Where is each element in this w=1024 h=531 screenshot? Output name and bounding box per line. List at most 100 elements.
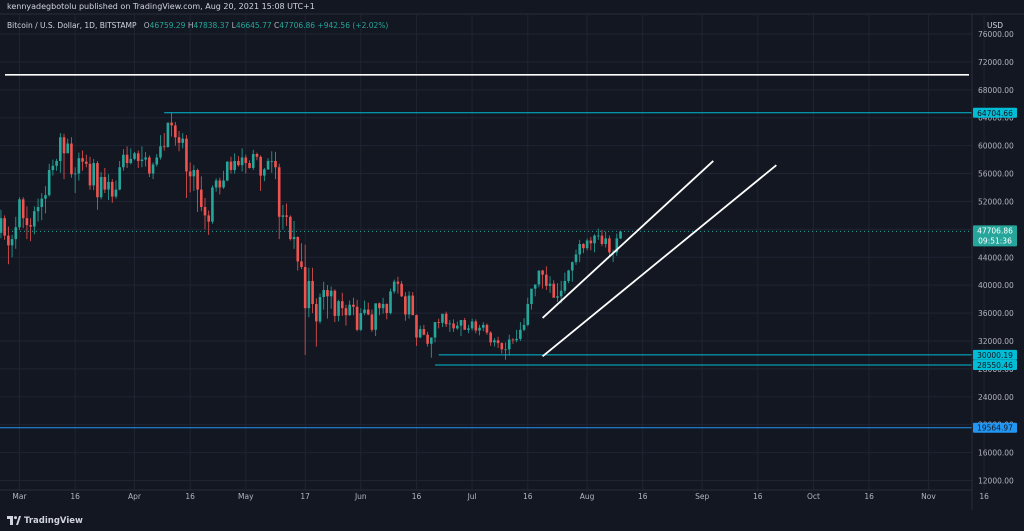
- candle-body: [207, 215, 211, 222]
- candle-body: [504, 349, 507, 351]
- x-tick-label: 17: [300, 492, 310, 501]
- x-tick-label: 16: [864, 492, 874, 501]
- y-tick-label: 44000.00: [978, 253, 1014, 262]
- candle-body: [270, 160, 274, 162]
- candle-body: [47, 170, 51, 196]
- candle-body: [225, 161, 229, 181]
- high-value: 47838.37: [193, 21, 230, 30]
- close-label: C: [274, 21, 280, 30]
- symbol-legend[interactable]: Bitcoin / U.S. Dollar, 1D, BITSTAMP O467…: [7, 21, 388, 30]
- time-axis[interactable]: Mar 16 Apr 16 May 17 Jun 16 Jul 16 Aug 16 Sep 16 Oct 16…: [12, 492, 989, 501]
- candle-body: [3, 218, 6, 236]
- candle-body: [14, 227, 18, 240]
- candle-body: [545, 274, 548, 286]
- candle-body: [10, 239, 14, 246]
- candle-body: [88, 163, 92, 186]
- candle-body: [396, 281, 400, 284]
- candle-body: [81, 158, 84, 162]
- candle-body: [188, 171, 192, 177]
- candle-body: [259, 156, 262, 176]
- y-tick-label: 56000.00: [978, 170, 1014, 179]
- tradingview-logo-icon: [7, 516, 21, 525]
- candle-body: [444, 313, 448, 325]
- candle-body: [185, 138, 188, 172]
- y-tick-label: 68000.00: [978, 86, 1014, 95]
- candle-body: [229, 161, 233, 171]
- y-tick-label: 24000.00: [978, 393, 1014, 402]
- candle-body: [608, 238, 611, 253]
- symbol-title[interactable]: Bitcoin / U.S. Dollar, 1D, BITSTAMP: [7, 21, 137, 30]
- candle-body: [563, 280, 567, 291]
- candle-body: [507, 339, 511, 350]
- horizontal-levels[interactable]: [0, 74, 972, 429]
- candle-body: [133, 153, 136, 159]
- countdown-label: 09:51:36: [978, 236, 1012, 245]
- candle-body: [110, 181, 114, 197]
- candle-body: [481, 324, 485, 328]
- candle-body: [467, 328, 470, 330]
- candle-body: [159, 146, 162, 158]
- y-tick-label: 64000.00: [978, 114, 1014, 123]
- candle-body: [248, 163, 251, 168]
- x-tick-label: Aug: [580, 492, 595, 501]
- candle-body: [333, 290, 337, 316]
- candle-body: [285, 215, 288, 217]
- candle-body: [0, 218, 3, 233]
- candle-body: [381, 303, 385, 309]
- level-price-tag: [973, 349, 1017, 360]
- candle-body: [392, 281, 396, 292]
- candle-body: [374, 303, 377, 330]
- candle-body: [493, 340, 496, 343]
- grid: [0, 14, 985, 490]
- level-price-tag: [973, 107, 1017, 118]
- candle-body: [515, 338, 518, 341]
- candle-body: [411, 295, 415, 316]
- candle-body: [619, 231, 622, 239]
- y-tick-label: 52000.00: [978, 197, 1014, 206]
- y-tick-label: 16000.00: [978, 449, 1014, 458]
- x-tick-label: 16: [412, 492, 422, 501]
- candle-body: [303, 267, 307, 309]
- candle-body: [151, 164, 155, 174]
- candle-body: [452, 323, 455, 329]
- candle-body: [567, 270, 570, 281]
- candle-body: [203, 207, 207, 216]
- candle-body: [177, 137, 181, 143]
- candle-body: [114, 189, 118, 197]
- candle-body: [522, 324, 526, 330]
- candle-body: [125, 154, 129, 164]
- candle-body: [192, 170, 196, 177]
- y-tick-label: 40000.00: [978, 281, 1014, 290]
- candle-body: [589, 240, 593, 244]
- candle-body: [66, 143, 70, 154]
- y-tick-label: 32000.00: [978, 337, 1014, 346]
- candle-body: [578, 243, 582, 255]
- candle-body: [162, 146, 166, 148]
- candle-body: [329, 290, 333, 297]
- candle-body: [73, 173, 77, 175]
- candle-body: [404, 296, 407, 315]
- candle-body: [537, 270, 541, 285]
- level-price-label: 64704.66: [977, 109, 1013, 118]
- candle-body: [92, 163, 95, 186]
- trend-channel[interactable]: [542, 160, 777, 358]
- candle-body: [84, 161, 88, 164]
- candle-body: [233, 160, 236, 171]
- currency-label[interactable]: USD: [987, 21, 1004, 30]
- candle-body: [29, 225, 32, 227]
- x-tick-label: Mar: [12, 492, 27, 501]
- tradingview-brand: TradingView: [24, 515, 83, 526]
- candle-body: [519, 329, 522, 339]
- candle-body: [385, 303, 389, 314]
- candle-body: [582, 243, 585, 249]
- candle-body: [430, 337, 433, 344]
- candle-body: [400, 283, 403, 297]
- candle-body: [55, 160, 58, 166]
- level-price-label: 30000.19: [977, 351, 1013, 360]
- candle-body: [441, 313, 444, 323]
- tradingview-logo[interactable]: TradingView: [7, 516, 83, 526]
- candle-body: [485, 324, 489, 333]
- candle-body: [352, 304, 355, 307]
